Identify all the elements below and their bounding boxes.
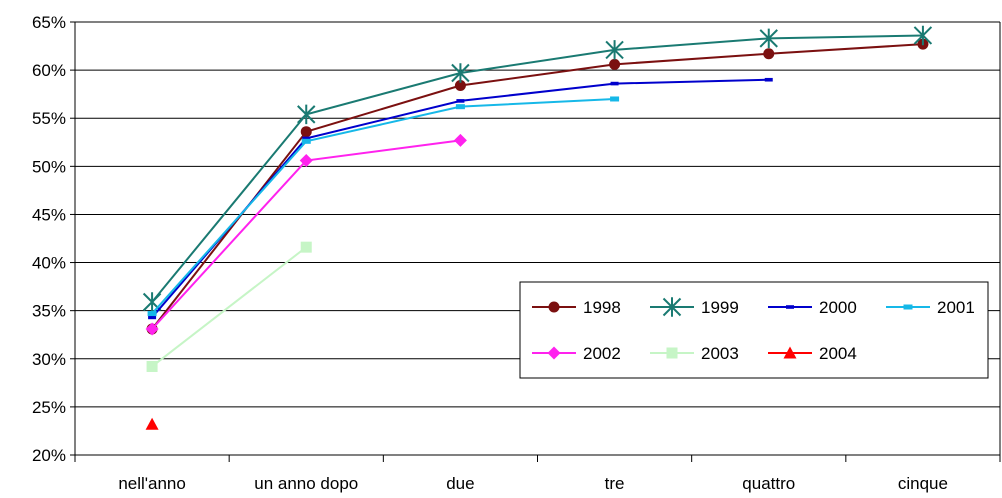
y-axis: 20% 25% 30% 35% 40% 45% 50% 55% 60% 65%	[32, 13, 76, 465]
y-tick-label: 45%	[32, 205, 66, 224]
data-point-2003	[300, 241, 312, 253]
legend-marker	[548, 301, 560, 313]
legend-item-2002: 2002	[532, 344, 621, 363]
series-2004	[145, 417, 159, 430]
data-point-2002	[145, 322, 159, 336]
series-line-1998	[151, 43, 923, 330]
data-point-1998	[300, 126, 312, 138]
series-2002	[145, 133, 467, 336]
data-point-2002	[299, 154, 313, 168]
series-2001	[147, 96, 620, 317]
data-point-2000	[302, 136, 311, 141]
data-point-1999	[451, 63, 470, 83]
y-tick-label: 60%	[32, 61, 66, 80]
x-axis: nell'anno un anno dopo due tre quattro cinque	[74, 454, 1001, 493]
legend-marker	[547, 346, 561, 360]
legend: 1998 1999 2000 2001 2002 2003 2004	[519, 281, 989, 379]
data-point-2001	[455, 104, 465, 110]
data-point-1998	[609, 58, 621, 70]
x-tick-label: cinque	[898, 474, 948, 493]
y-tick-label: 25%	[32, 398, 66, 417]
x-tick-label: tre	[605, 474, 625, 493]
legend-label: 2003	[701, 344, 739, 363]
y-tick-label: 50%	[32, 157, 66, 176]
data-point-1999	[142, 292, 162, 312]
legend-item-1999: 1999	[650, 297, 739, 317]
data-point-2001	[147, 311, 157, 317]
series-line-2003	[151, 246, 307, 368]
y-tick-label: 65%	[32, 13, 66, 32]
legend-marker	[903, 304, 913, 310]
legend-label: 2004	[819, 344, 857, 363]
series-group	[142, 25, 933, 430]
data-point-1998	[454, 80, 466, 92]
data-point-1999	[605, 40, 624, 60]
legend-label: 2001	[937, 298, 975, 317]
legend-marker	[783, 346, 797, 359]
data-point-1999	[759, 28, 778, 49]
series-1999	[142, 25, 933, 312]
legend-label: 2002	[583, 344, 621, 363]
series-line-2002	[151, 139, 461, 330]
x-tick-label: nell'anno	[118, 474, 186, 493]
legend-marker	[662, 297, 682, 317]
legend-label: 2000	[819, 298, 857, 317]
y-tick-label: 35%	[32, 302, 66, 321]
gridlines	[75, 21, 1001, 455]
data-point-1999	[297, 104, 316, 125]
legend-marker	[666, 347, 678, 359]
data-point-2001	[301, 138, 311, 144]
data-point-2000	[456, 99, 465, 103]
y-tick-label: 40%	[32, 254, 66, 273]
legend-marker	[786, 305, 794, 309]
data-point-2000	[148, 315, 157, 320]
data-point-2004	[145, 417, 159, 430]
series-line-2001	[151, 97, 615, 315]
legend-item-2004: 2004	[768, 344, 857, 363]
legend-label: 1999	[701, 298, 739, 317]
legend-item-2003: 2003	[650, 344, 739, 363]
series-line-1999	[151, 34, 923, 303]
x-tick-label: quattro	[742, 474, 795, 493]
data-point-2000	[764, 77, 773, 82]
legend-box	[519, 281, 989, 379]
y-tick-label: 55%	[32, 109, 66, 128]
legend-label: 1998	[583, 298, 621, 317]
y-tick-label: 20%	[32, 446, 66, 465]
legend-item-2000: 2000	[768, 298, 857, 317]
x-tick-label: un anno dopo	[254, 474, 358, 493]
legend-item-2001: 2001	[886, 298, 975, 317]
data-point-1998	[763, 48, 775, 60]
data-point-2000	[610, 81, 619, 86]
x-tick-label: due	[446, 474, 474, 493]
legend-item-1998: 1998	[532, 298, 621, 317]
data-point-1999	[913, 25, 933, 46]
data-point-2002	[453, 133, 467, 147]
y-tick-label: 30%	[32, 350, 66, 369]
series-2003	[146, 241, 312, 372]
data-point-2001	[610, 96, 620, 102]
data-point-2003	[146, 360, 158, 372]
